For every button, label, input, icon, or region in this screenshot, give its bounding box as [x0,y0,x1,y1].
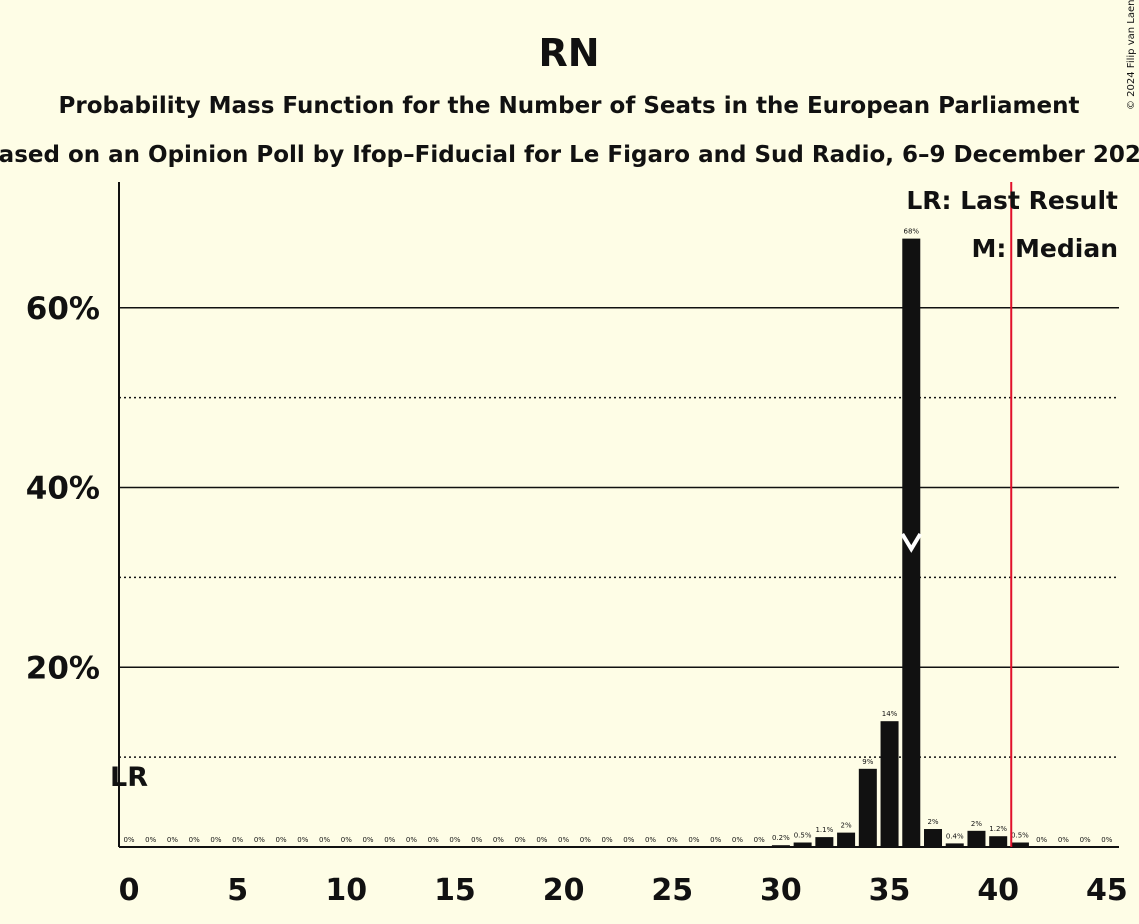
bar-label-34: 9% [862,758,873,766]
bar-label-37: 2% [927,818,938,826]
bar-label-17: 0% [493,836,504,844]
bar-label-1: 0% [145,836,156,844]
bar-label-3: 0% [189,836,200,844]
legend-median: M: Median [971,234,1118,263]
bar-39 [967,830,986,847]
bar-label-21: 0% [580,836,591,844]
bar-label-35: 14% [882,710,898,718]
bar-labels-group: 0% 0% 0% 0% 0% 0% 0% 0% 0% 0% 0% 0% 0% 0% 0% 0% 0% 0% 0% 0%… [123,228,1112,844]
bar-label-42: 0% [1036,836,1047,844]
bar-label-40: 1.2% [989,825,1007,833]
bar-label-14: 0% [428,836,439,844]
bar-label-38: 0.4% [946,832,964,840]
bar-label-2: 0% [167,836,178,844]
x-tick-label-9: 45 [1086,873,1128,908]
x-tick-label-1: 5 [227,873,248,908]
bar-31 [793,842,812,847]
x-tick-label-2: 10 [325,873,367,908]
bar-41 [1010,842,1029,847]
last-result-marker: LR [110,762,148,793]
copyright-note: © 2024 Filip van Laenen [1126,0,1137,110]
bar-label-8: 0% [297,836,308,844]
x-tick-label-7: 35 [869,873,911,908]
legend-last-result: LR: Last Result [906,186,1118,215]
bar-34 [858,768,877,847]
bar-label-44: 0% [1080,836,1091,844]
bar-32 [815,837,834,847]
y-tick-label-1: 40% [26,471,100,507]
bar-label-24: 0% [645,836,656,844]
bar-37 [924,829,943,847]
bar-label-31: 0.5% [794,832,812,840]
bar-label-6: 0% [254,836,265,844]
bar-label-45: 0% [1101,836,1112,844]
bar-label-33: 2% [841,822,852,830]
bars-group [771,238,1029,847]
bar-label-11: 0% [362,836,373,844]
x-tick-labels: 0 5 10 15 20 25 30 35 40 45 [119,873,1128,908]
y-tick-labels: 20% 40% 60% [26,291,100,686]
x-tick-label-8: 40 [977,873,1019,908]
chart-subtitle-2: Based on an Opinion Poll by Ifop–Fiducia… [0,142,1139,168]
y-tick-label-2: 60% [26,291,100,327]
bar-label-32: 1.1% [815,826,833,834]
bar-label-9: 0% [319,836,330,844]
bar-40 [989,836,1008,847]
grid-lines [119,307,1119,758]
bar-label-29: 0% [754,836,765,844]
bar-label-41: 0.5% [1011,832,1029,840]
bar-36 [902,238,921,847]
bar-label-12: 0% [384,836,395,844]
bar-label-22: 0% [602,836,613,844]
bar-label-18: 0% [515,836,526,844]
x-tick-label-0: 0 [119,873,140,908]
bar-label-26: 0% [688,836,699,844]
y-tick-label-0: 20% [26,650,100,686]
bar-label-27: 0% [710,836,721,844]
bar-35 [880,721,899,847]
bar-label-4: 0% [210,836,221,844]
bar-label-30: 0.2% [772,834,790,842]
bar-label-13: 0% [406,836,417,844]
chart-subtitle: Probability Mass Function for the Number… [59,93,1080,119]
chart-title: RN [538,31,599,75]
bar-label-25: 0% [667,836,678,844]
bar-label-5: 0% [232,836,243,844]
bar-label-39: 2% [971,820,982,828]
bar-label-36: 68% [903,228,919,236]
bar-label-20: 0% [558,836,569,844]
x-tick-label-6: 30 [760,873,802,908]
bar-38 [945,843,964,847]
bar-label-0: 0% [123,836,134,844]
x-tick-label-4: 20 [543,873,585,908]
x-tick-label-3: 15 [434,873,476,908]
bar-label-16: 0% [471,836,482,844]
median-marker [900,532,922,553]
bar-label-15: 0% [449,836,460,844]
bar-label-7: 0% [276,836,287,844]
bar-label-23: 0% [623,836,634,844]
bar-label-10: 0% [341,836,352,844]
bar-33 [837,832,856,847]
x-tick-label-5: 25 [651,873,693,908]
bar-label-43: 0% [1058,836,1069,844]
bar-label-19: 0% [536,836,547,844]
bar-label-28: 0% [732,836,743,844]
